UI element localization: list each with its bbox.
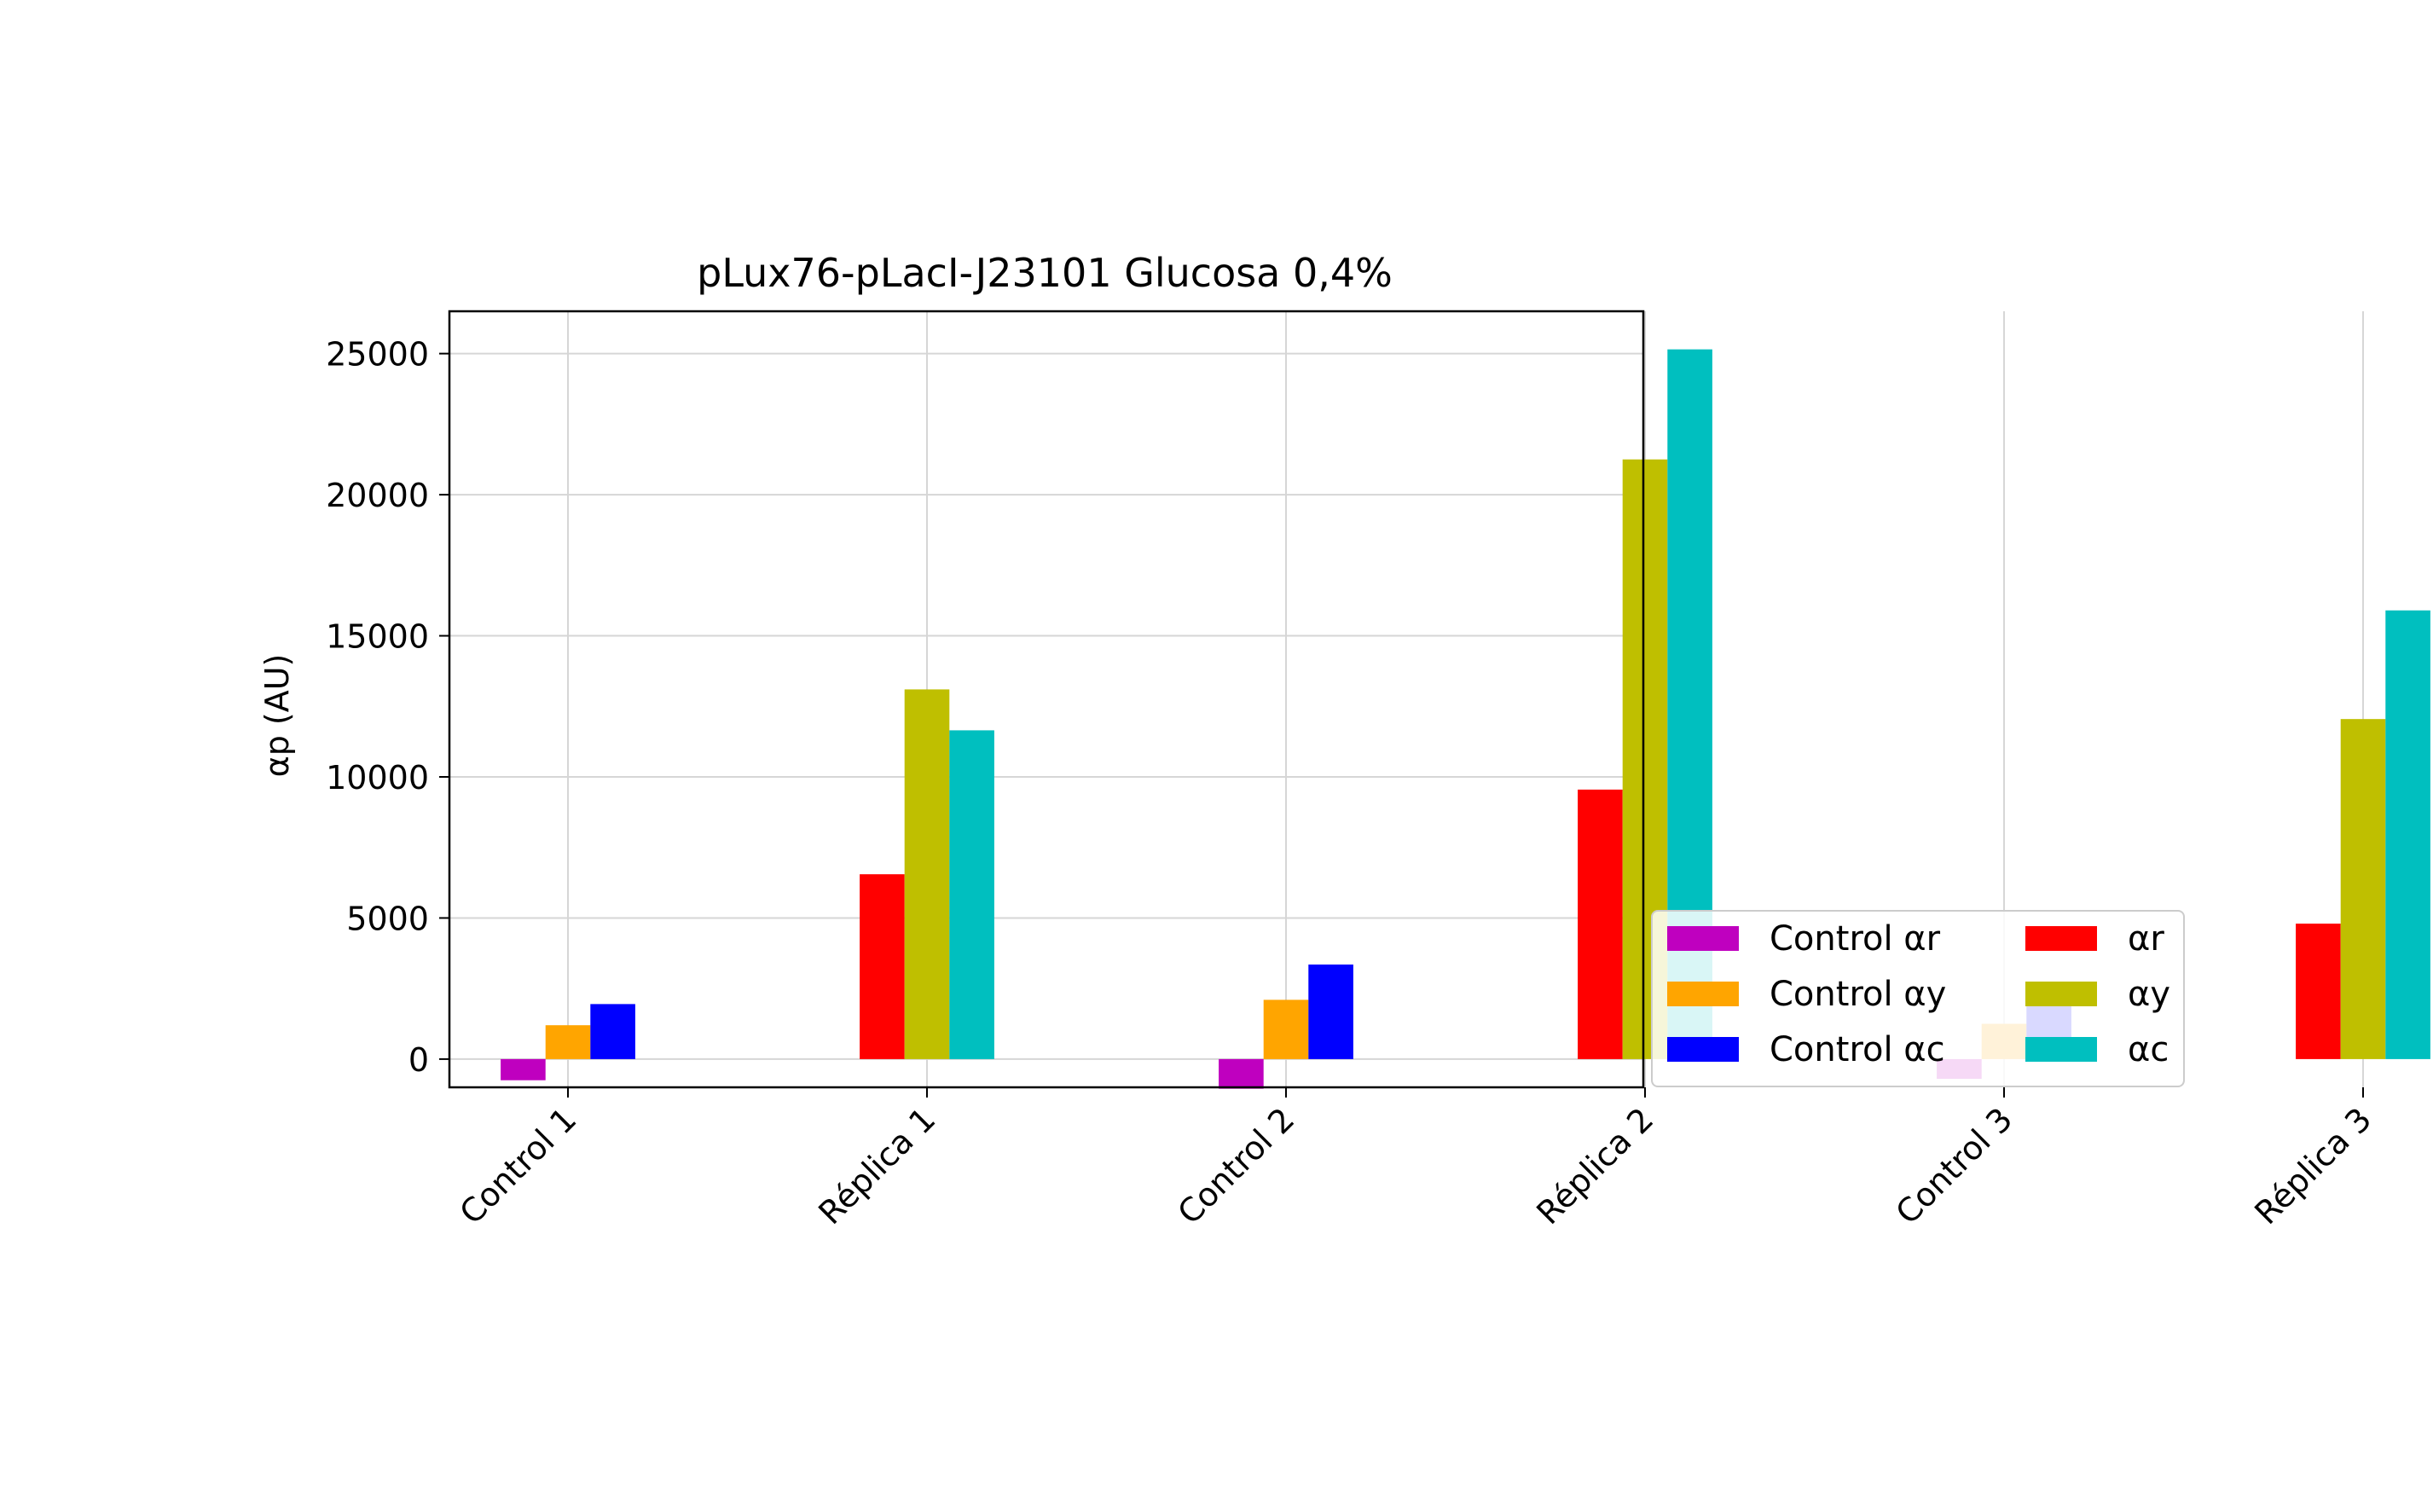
y-tick-label: 10000: [326, 759, 429, 797]
bar: [590, 1004, 635, 1059]
x-tick-label: Réplica 3: [2247, 1100, 2378, 1231]
legend-label: Control αr: [1770, 919, 1941, 959]
bar: [1219, 1058, 1264, 1089]
x-tick-label: Control 3: [1888, 1100, 2019, 1231]
legend-swatch: [2025, 982, 2097, 1006]
legend-label: Control αc: [1770, 1030, 1945, 1069]
y-tick-label: 5000: [346, 900, 429, 937]
bar: [904, 689, 950, 1059]
bar: [2385, 610, 2430, 1059]
legend-swatch: [2025, 926, 2097, 951]
x-tick-label: Control 1: [452, 1100, 583, 1231]
legend-label: αc: [2128, 1030, 2169, 1069]
y-tick-label: 15000: [326, 618, 429, 656]
legend-label: Control αy: [1770, 975, 1946, 1014]
legend-swatch: [2025, 1037, 2097, 1062]
bar: [2340, 719, 2386, 1059]
legend-swatch: [1667, 982, 1739, 1006]
bar: [860, 874, 905, 1059]
plot-frame: [448, 310, 1645, 1089]
legend-label: αy: [2128, 975, 2170, 1014]
legend-swatch: [1667, 1037, 1739, 1062]
y-tick-label: 25000: [326, 336, 429, 374]
bar: [545, 1025, 591, 1059]
legend-label: αr: [2128, 919, 2164, 959]
bar: [949, 730, 994, 1059]
x-tick-label: Control 2: [1170, 1100, 1301, 1231]
axis-ticks: 0 5000 10000 15000 20000 25000 Control 1 Réplic…: [326, 336, 2378, 1232]
bar: [1578, 789, 1623, 1059]
bar: [1263, 999, 1309, 1059]
x-tick-label: Réplica 2: [1529, 1100, 1660, 1231]
legend-swatch: [1667, 926, 1739, 951]
y-tick-label: 0: [408, 1041, 429, 1079]
y-axis-label: αp (AU): [258, 654, 296, 778]
chart-title: pLux76-pLacI-J23101 Glucosa 0,4%: [697, 250, 1393, 296]
y-tick-label: 20000: [326, 477, 429, 514]
x-tick-label: Réplica 1: [811, 1100, 942, 1231]
bar: [1308, 965, 1353, 1059]
bar: [501, 1058, 546, 1080]
legend: Control αr Control αy Control αc αr αy αc: [1651, 910, 2185, 1087]
bars: [501, 349, 2430, 1089]
bar: [2296, 924, 2341, 1059]
